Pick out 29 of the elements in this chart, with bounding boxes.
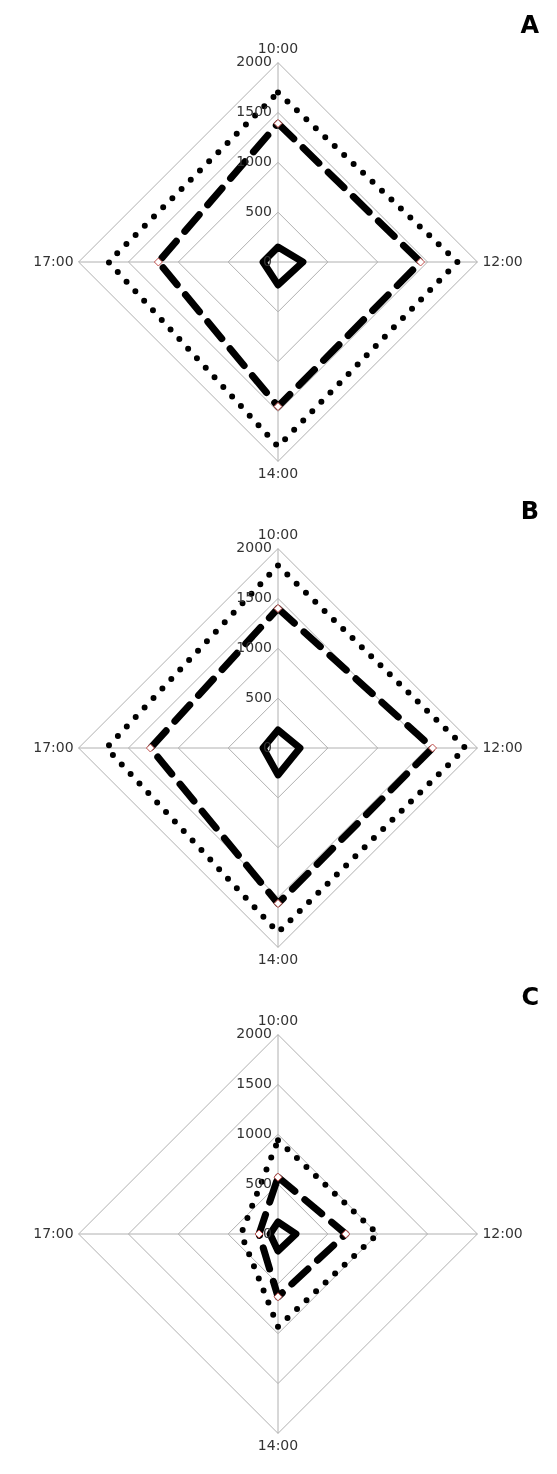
y-tick-label: 500 bbox=[245, 202, 272, 219]
y-tick-label: 1500 bbox=[236, 1075, 272, 1092]
spoke-label: 14:00 bbox=[257, 951, 299, 968]
spoke-label: 17:00 bbox=[33, 1224, 74, 1241]
chart-title: A bbox=[520, 10, 540, 39]
y-tick-label: 1500 bbox=[236, 589, 272, 606]
spoke-label: 12:00 bbox=[482, 252, 523, 269]
y-tick-label: 1000 bbox=[236, 1124, 272, 1141]
spoke-label: 10:00 bbox=[257, 525, 299, 542]
chart-title: C bbox=[521, 982, 539, 1011]
spoke-label: 10:00 bbox=[257, 1011, 299, 1028]
y-tick-label: 500 bbox=[245, 1174, 272, 1191]
spoke-label: 10:00 bbox=[257, 39, 299, 56]
y-tick-label: 0 bbox=[263, 252, 272, 269]
y-tick-label: 2000 bbox=[236, 1025, 272, 1042]
spoke-label: 12:00 bbox=[482, 738, 523, 755]
spoke-label: 17:00 bbox=[33, 738, 74, 755]
chart-title: B bbox=[520, 496, 539, 525]
y-tick-label: 1000 bbox=[236, 638, 272, 655]
y-tick-label: 500 bbox=[245, 688, 272, 705]
spoke-label: 14:00 bbox=[257, 1437, 299, 1454]
spoke-label: 17:00 bbox=[33, 252, 74, 269]
spoke-label: 14:00 bbox=[257, 465, 299, 482]
y-tick-label: 0 bbox=[263, 1224, 272, 1241]
y-tick-label: 2000 bbox=[236, 53, 272, 70]
y-tick-label: 2000 bbox=[236, 539, 272, 556]
spoke-label: 12:00 bbox=[482, 1224, 523, 1241]
y-tick-label: 0 bbox=[263, 738, 272, 755]
y-tick-label: 1500 bbox=[236, 103, 272, 120]
